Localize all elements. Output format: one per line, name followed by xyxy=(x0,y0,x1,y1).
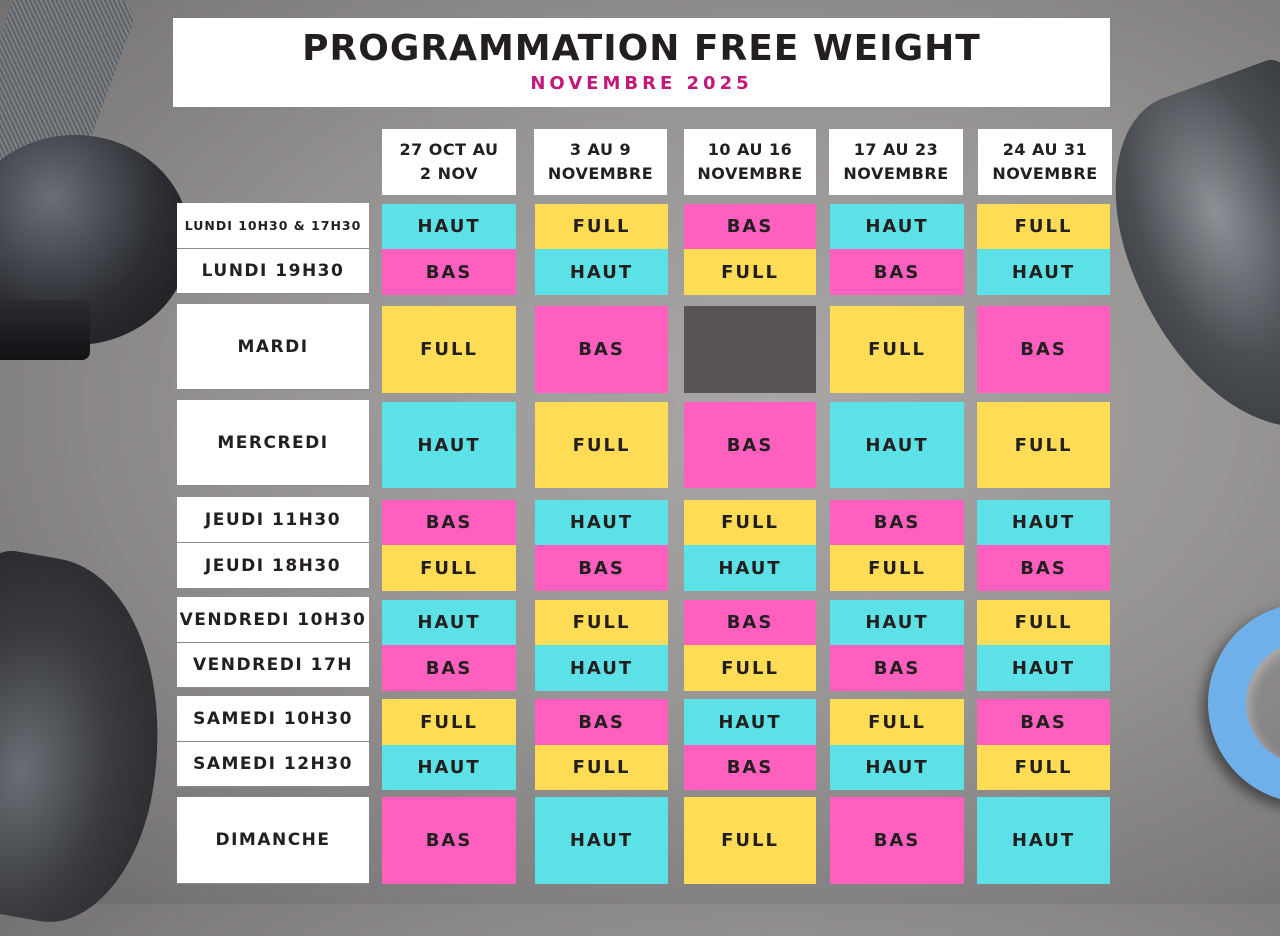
session-cell: FULL xyxy=(977,402,1110,488)
session-cell: FULL xyxy=(977,600,1110,645)
session-cell: BAS xyxy=(684,600,816,645)
session-cell: BAS xyxy=(535,545,668,591)
session-cell: BAS xyxy=(382,249,516,295)
day-label-lundi-1: LUNDI 10H30 & 17H30 xyxy=(177,203,369,249)
week-header-5: 24 AU 31 NOVEMBRE xyxy=(978,129,1112,195)
session-cell: BAS xyxy=(977,306,1110,393)
session-cell: FULL xyxy=(830,306,964,393)
session-cell: BAS xyxy=(535,699,668,745)
glove-left-image xyxy=(0,543,190,936)
page-subtitle: NOVEMBRE 2025 xyxy=(530,73,753,94)
week-header-1: 27 OCT AU 2 NOV xyxy=(382,129,516,195)
session-cell: FULL xyxy=(977,745,1110,790)
session-cell: FULL xyxy=(382,306,516,393)
session-cell: HAUT xyxy=(977,645,1110,691)
session-cell: FULL xyxy=(684,645,816,691)
week-header-2: 3 AU 9 NOVEMBRE xyxy=(534,129,667,195)
session-cell: FULL xyxy=(535,204,668,249)
session-cell: HAUT xyxy=(535,249,668,295)
session-cell: HAUT xyxy=(830,745,964,790)
day-label-samedi-1: SAMEDI 10H30 xyxy=(177,696,369,742)
week-header-line2: NOVEMBRE xyxy=(547,164,654,183)
week-header-4: 17 AU 23 NOVEMBRE xyxy=(829,129,963,195)
day-label-lundi-2: LUNDI 19H30 xyxy=(177,249,369,294)
session-cell: FULL xyxy=(535,600,668,645)
session-cell: BAS xyxy=(830,645,964,691)
session-cell: BAS xyxy=(977,699,1110,745)
page-title: PROGRAMMATION FREE WEIGHT xyxy=(302,28,981,69)
session-cell: BAS xyxy=(830,249,964,295)
day-label-vendredi-2: VENDREDI 17H xyxy=(177,643,369,688)
session-cell: BAS xyxy=(830,797,964,884)
session-cell: FULL xyxy=(535,402,668,488)
session-cell: HAUT xyxy=(535,645,668,691)
glove-right-image xyxy=(1080,53,1280,467)
session-cell: BAS xyxy=(382,797,516,884)
session-cell: HAUT xyxy=(535,797,668,884)
weight-plate-hub-image xyxy=(0,300,90,360)
session-cell: FULL xyxy=(535,745,668,790)
session-cell: HAUT xyxy=(977,249,1110,295)
session-cell: HAUT xyxy=(382,600,516,645)
week-header-line1: 10 AU 16 xyxy=(707,140,793,159)
day-label-dimanche: DIMANCHE xyxy=(177,797,369,884)
session-cell: HAUT xyxy=(830,600,964,645)
session-cell: FULL xyxy=(684,249,816,295)
session-cell: HAUT xyxy=(830,402,964,488)
session-cell: BAS xyxy=(684,745,816,790)
day-label-mercredi: MERCREDI xyxy=(177,400,369,486)
session-cell: HAUT xyxy=(684,545,816,591)
session-cell: HAUT xyxy=(830,204,964,249)
session-cell: BAS xyxy=(684,204,816,249)
week-header-line1: 27 OCT AU xyxy=(399,140,499,159)
session-cell: FULL xyxy=(830,699,964,745)
session-cell: FULL xyxy=(830,545,964,591)
session-cell: FULL xyxy=(684,797,816,884)
session-cell xyxy=(684,306,816,393)
week-header-line1: 17 AU 23 xyxy=(853,140,939,159)
week-header-line1: 24 AU 31 xyxy=(1002,140,1088,159)
day-label-jeudi-2: JEUDI 18H30 xyxy=(177,543,369,589)
session-cell: BAS xyxy=(684,402,816,488)
session-cell: FULL xyxy=(684,500,816,545)
session-cell: HAUT xyxy=(382,402,516,488)
week-header-line1: 3 AU 9 xyxy=(569,140,632,159)
day-label-vendredi-1: VENDREDI 10H30 xyxy=(177,597,369,643)
session-cell: FULL xyxy=(382,699,516,745)
title-banner: PROGRAMMATION FREE WEIGHT NOVEMBRE 2025 xyxy=(173,18,1110,107)
session-cell: BAS xyxy=(382,500,516,545)
day-label-mardi: MARDI xyxy=(177,304,369,390)
session-cell: HAUT xyxy=(382,745,516,790)
week-header-line2: NOVEMBRE xyxy=(992,164,1098,183)
session-cell: BAS xyxy=(535,306,668,393)
session-cell: HAUT xyxy=(977,797,1110,884)
week-header-line2: 2 NOV xyxy=(419,164,479,183)
session-cell: HAUT xyxy=(977,500,1110,545)
session-cell: HAUT xyxy=(382,204,516,249)
day-label-jeudi-1: JEUDI 11H30 xyxy=(177,497,369,543)
session-cell: BAS xyxy=(830,500,964,545)
day-label-samedi-2: SAMEDI 12H30 xyxy=(177,742,369,787)
session-cell: BAS xyxy=(977,545,1110,591)
session-cell: FULL xyxy=(382,545,516,591)
week-header-line2: NOVEMBRE xyxy=(697,164,803,183)
session-cell: FULL xyxy=(977,204,1110,249)
week-header-line2: NOVEMBRE xyxy=(843,164,949,183)
session-cell: HAUT xyxy=(535,500,668,545)
week-header-3: 10 AU 16 NOVEMBRE xyxy=(684,129,816,195)
blue-ring-image xyxy=(1208,603,1280,803)
session-cell: HAUT xyxy=(684,699,816,745)
session-cell: BAS xyxy=(382,645,516,691)
